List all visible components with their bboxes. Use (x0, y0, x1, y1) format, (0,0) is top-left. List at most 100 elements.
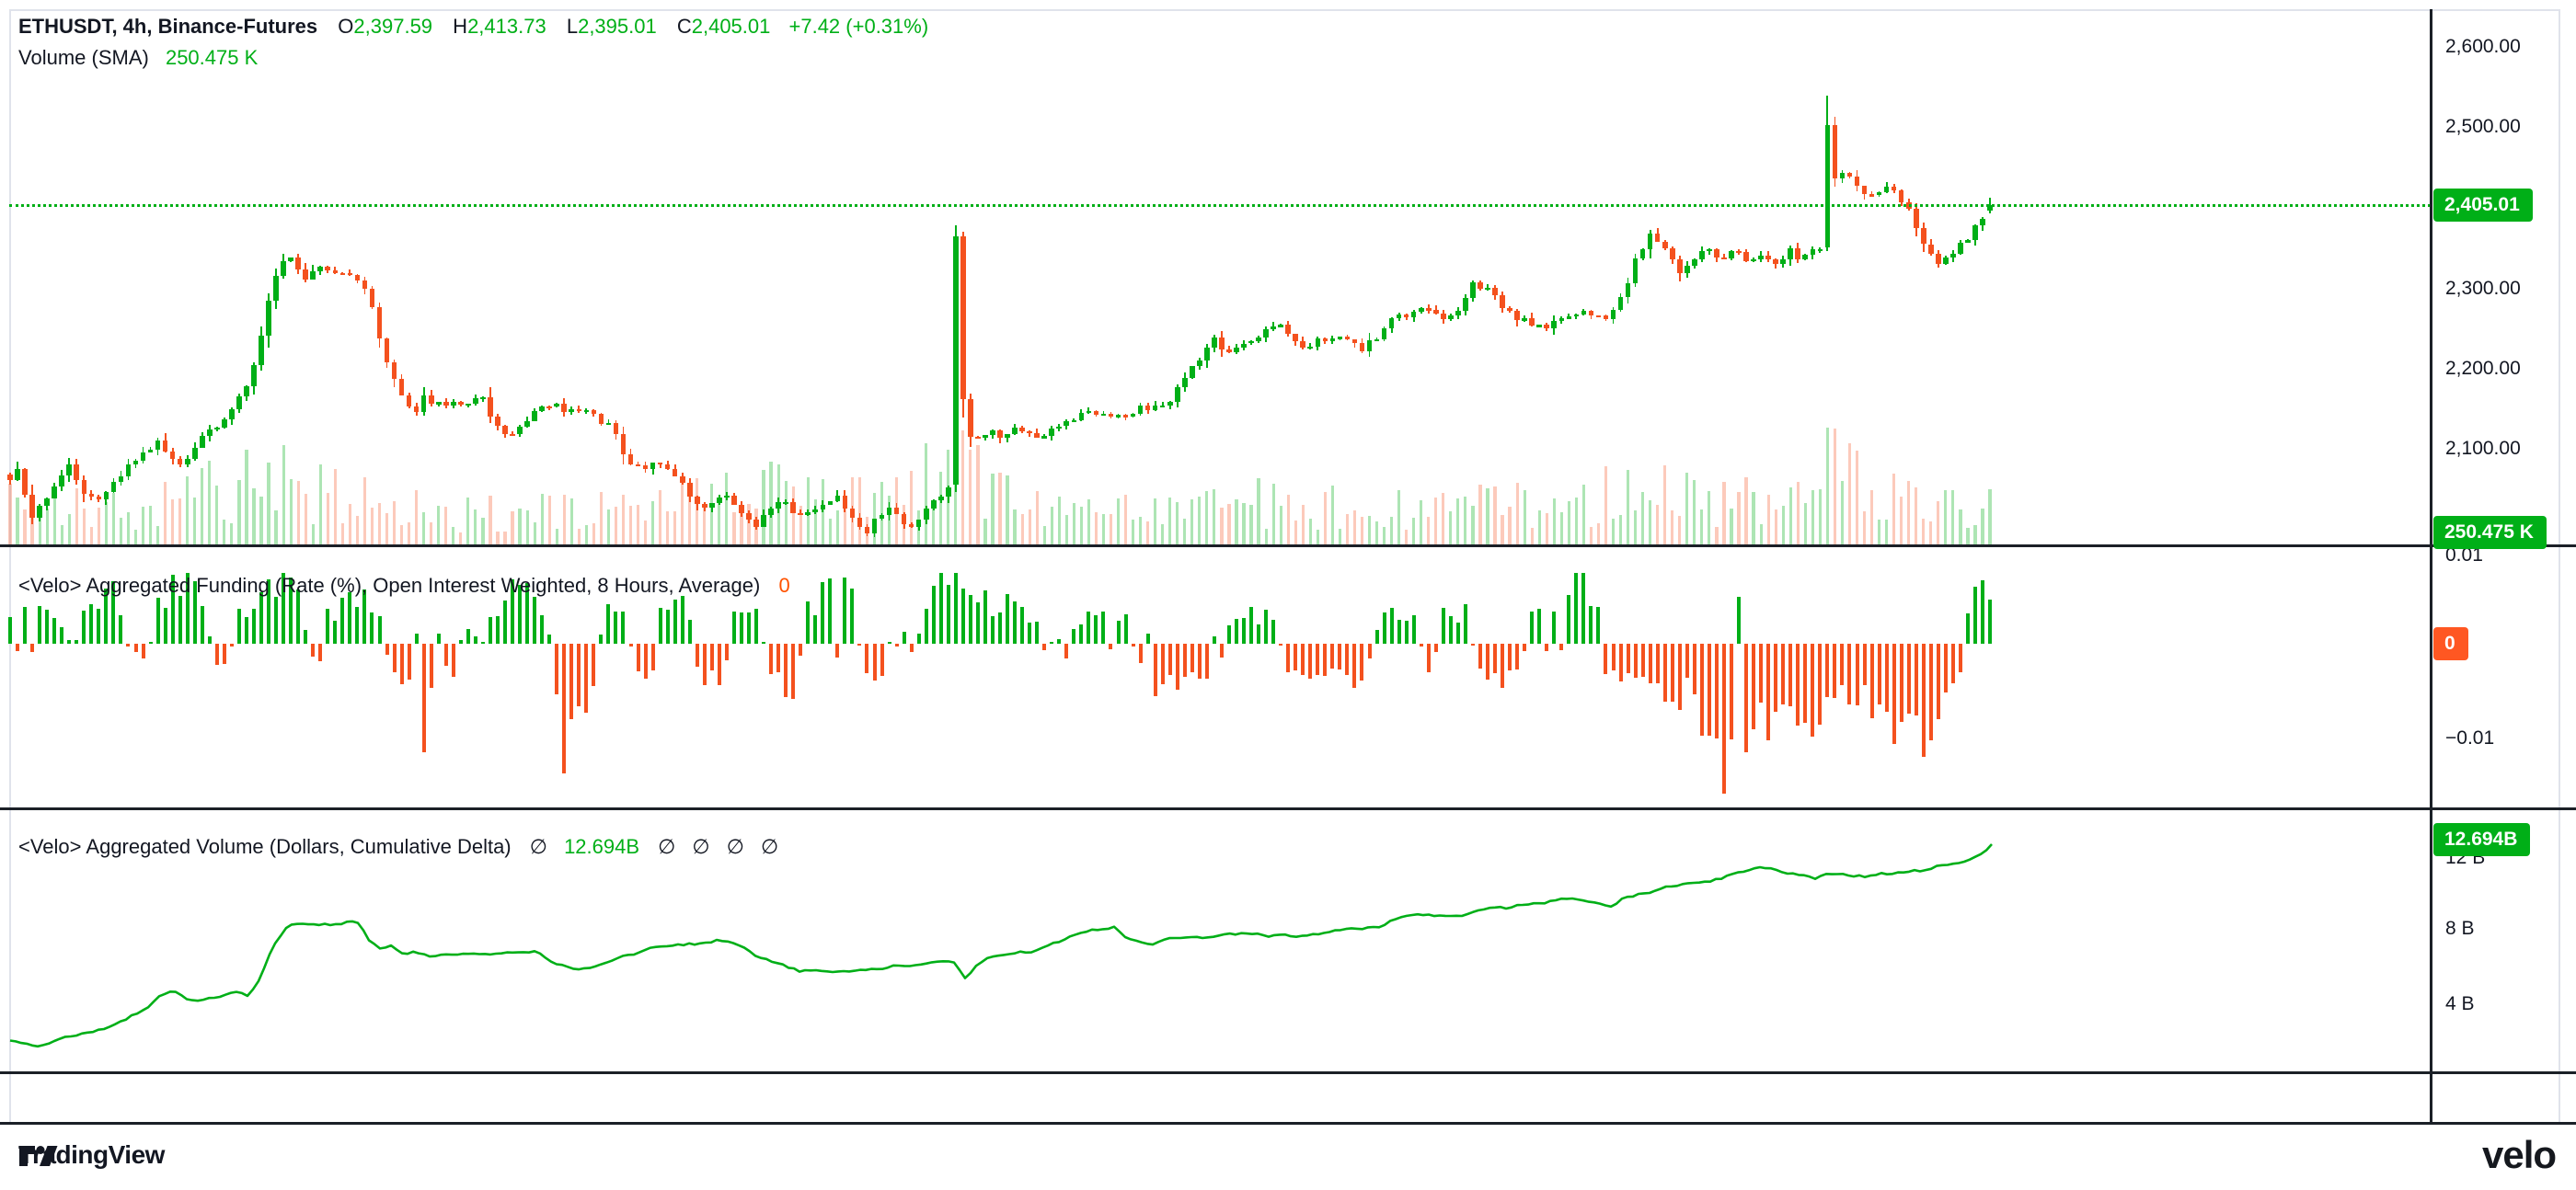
candle (332, 269, 339, 273)
volume-bar (1618, 515, 1623, 544)
candle (983, 435, 988, 438)
funding-bar (872, 644, 877, 681)
candle (1492, 287, 1498, 295)
pane-border-top (9, 9, 2559, 11)
volume-bar (1752, 491, 1755, 544)
candle (1204, 348, 1210, 360)
cvd-legend[interactable]: <Velo> Aggregated Volume (Dollars, Cumul… (18, 835, 784, 859)
candle (1056, 426, 1063, 429)
funding-bar (938, 572, 943, 644)
volume-bar (1390, 517, 1394, 544)
volume-bar (1367, 516, 1372, 544)
funding-bar (311, 644, 316, 658)
funding-bar (436, 633, 441, 644)
funding-bar (1774, 644, 1778, 712)
volume-bar (562, 494, 566, 544)
candle (1654, 233, 1661, 243)
volume-bar (1559, 511, 1563, 544)
funding-bar (1109, 644, 1113, 649)
candle (812, 509, 819, 513)
candle (1639, 249, 1646, 259)
volume-bar (976, 445, 980, 544)
funding-bar (799, 644, 803, 656)
candle (1891, 186, 1897, 190)
funding-bar (806, 601, 811, 644)
volume-bar (1242, 503, 1246, 544)
tradingview-logo[interactable]: TradingView (18, 1140, 165, 1170)
funding-bar (1006, 593, 1010, 644)
candle (569, 408, 575, 413)
funding-bar (1936, 644, 1940, 719)
volume-bar (318, 464, 322, 544)
cvd-value-tag: 12.694B (2433, 823, 2531, 856)
candle (1544, 325, 1550, 329)
open-value: 2,397.59 (353, 15, 433, 38)
funding-bar (1294, 644, 1298, 670)
funding-bar (75, 639, 79, 644)
volume-bar (688, 493, 692, 544)
candle (990, 429, 995, 436)
funding-bar (251, 608, 256, 644)
candle (1315, 338, 1321, 347)
volume-bar (1641, 492, 1645, 544)
candle (1647, 233, 1653, 250)
funding-bar (990, 616, 995, 644)
volume-bar (732, 512, 736, 544)
volume-bar (769, 462, 773, 544)
candle (753, 520, 759, 527)
candle (1765, 255, 1771, 260)
funding-bar (880, 644, 884, 676)
candle (288, 257, 293, 262)
candle (1692, 259, 1697, 266)
funding-bar (643, 644, 648, 680)
symbol-legend[interactable]: ETHUSDT, 4h, Binance-Futures O2,397.59 H… (18, 15, 928, 39)
volume-bar (1449, 510, 1453, 544)
volume-bar (1138, 517, 1143, 544)
candle (1359, 343, 1365, 352)
volume-bar (230, 522, 234, 544)
funding-bar (1906, 644, 1911, 715)
funding-bar (1072, 628, 1076, 644)
volume-bar (1301, 505, 1305, 544)
funding-bar (89, 603, 94, 644)
candle (717, 498, 722, 504)
funding-bar (1455, 622, 1460, 644)
funding-bar (953, 572, 958, 644)
volume-bar (1515, 483, 1519, 544)
funding-bar (259, 592, 264, 644)
funding-bar (1478, 644, 1482, 669)
separator-funding-cvd[interactable] (0, 807, 2576, 810)
volume-bar (377, 502, 382, 544)
volume-bar (791, 486, 795, 544)
funding-bar (377, 616, 382, 644)
volume-bar (725, 472, 729, 544)
volume-bar (1951, 489, 1955, 544)
candle (103, 492, 109, 499)
funding-legend[interactable]: <Velo> Aggregated Funding (Rate (%), Ope… (18, 574, 790, 598)
candle (473, 398, 478, 404)
separator-price-funding[interactable] (0, 544, 2576, 547)
candle (52, 486, 57, 498)
funding-bar (399, 644, 404, 684)
symbol-title[interactable]: ETHUSDT, 4h, Binance-Futures (18, 15, 318, 38)
funding-bar (1914, 644, 1918, 715)
volume-bar (1072, 503, 1075, 544)
candle (132, 460, 139, 465)
funding-bar (1360, 644, 1364, 681)
candle (1558, 318, 1565, 321)
volume-legend[interactable]: Volume (SMA) 250.475 K (18, 46, 258, 70)
candle (1485, 287, 1490, 290)
candle (1603, 315, 1609, 319)
volume-bar (1730, 509, 1733, 544)
funding-bar (104, 589, 109, 644)
funding-bar (1448, 615, 1453, 644)
funding-bar (1759, 644, 1764, 703)
volume-bar (370, 507, 374, 544)
candle (864, 526, 870, 534)
volume-bar (1442, 493, 1445, 544)
velo-logo[interactable]: velo (2482, 1133, 2557, 1176)
volume-bar (289, 479, 293, 544)
volume-bar (673, 511, 677, 544)
candle (1374, 338, 1380, 342)
